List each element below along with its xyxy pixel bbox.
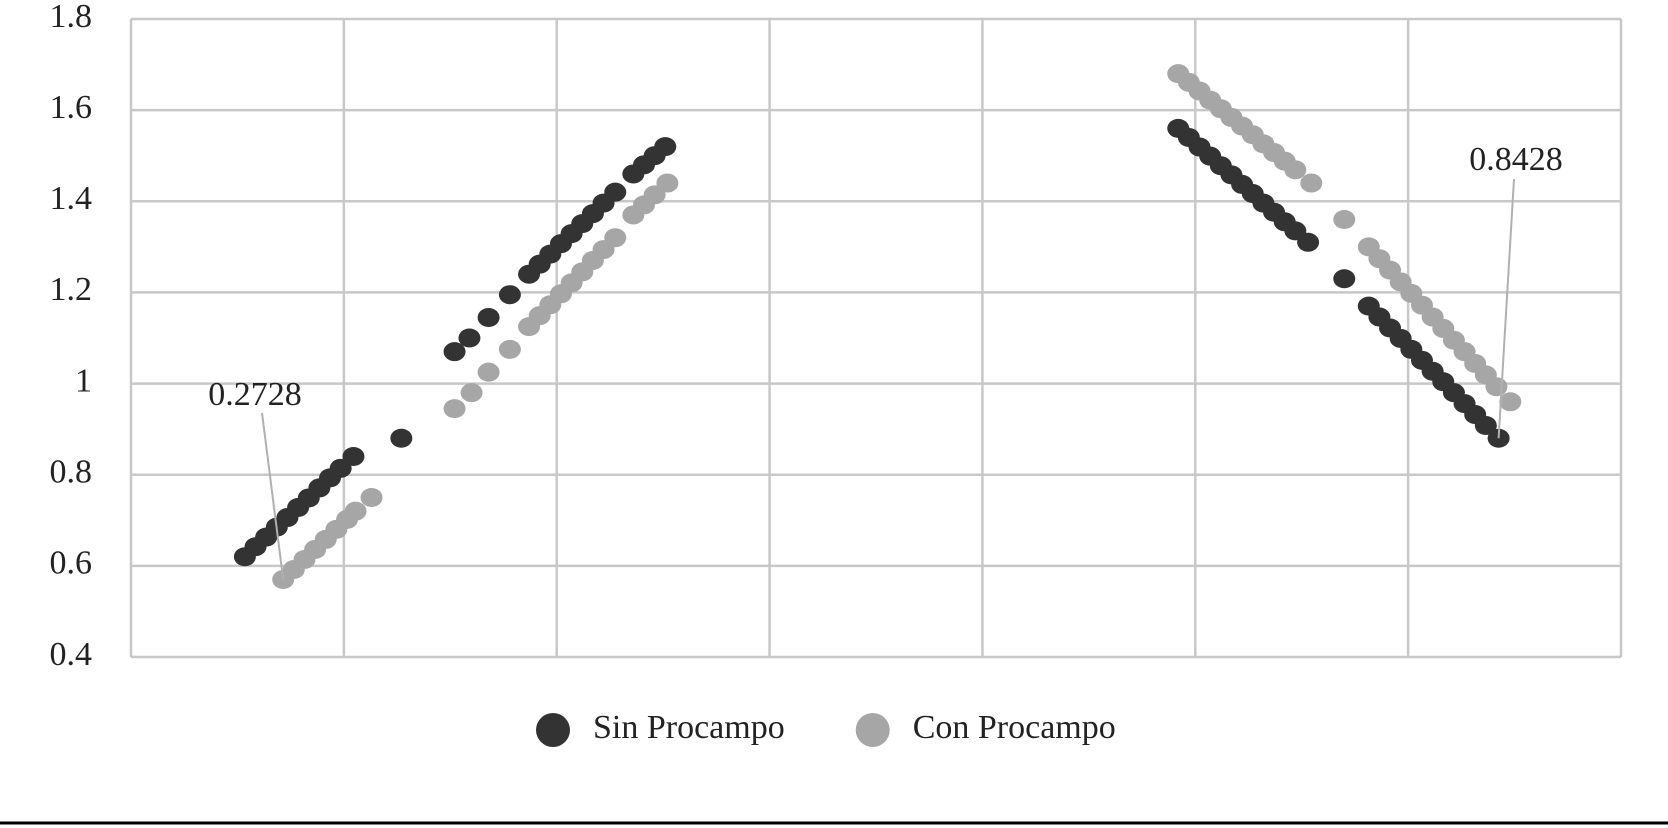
point [1300,173,1323,193]
point [360,488,383,507]
point [477,362,500,382]
point [1485,377,1508,397]
point [498,339,521,359]
annotation: 0.8428 [1469,141,1563,178]
point [460,383,483,403]
point [344,501,367,521]
y-tick-label: 1.8 [50,0,93,35]
point [654,137,677,157]
annotation-leader [1497,178,1515,439]
point [656,173,679,193]
legend-label: Con Procampo [913,709,1116,746]
point [477,307,500,327]
y-tick-label: 0.6 [50,545,93,582]
y-tick-label: 0.8 [50,454,93,491]
point [604,228,627,248]
point [1333,210,1356,230]
legend-label: Sin Procampo [593,709,785,746]
point [498,285,521,305]
point [1499,392,1522,412]
point [443,342,466,362]
annotation: 0.2728 [208,376,302,413]
point [1474,415,1497,435]
point [342,446,365,466]
point [443,399,466,419]
legend-marker [536,713,570,747]
point [1333,269,1356,289]
legend-marker [855,713,890,747]
y-tick-label: 1 [75,362,92,399]
annotation-leader [261,412,285,580]
y-tick-label: 1.4 [50,180,93,217]
y-tick-label: 1.6 [50,89,93,126]
point [1284,160,1307,180]
y-tick-label: 1.2 [50,271,93,308]
point [604,182,627,202]
point [1297,232,1320,252]
point [390,428,413,448]
point [458,328,481,348]
y-tick-label: 0.4 [50,636,93,673]
